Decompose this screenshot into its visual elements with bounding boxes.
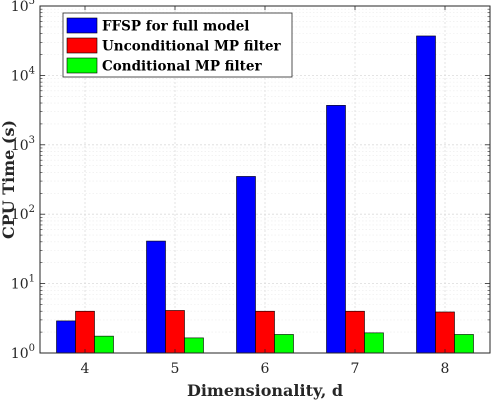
bars xyxy=(56,35,474,354)
y-tick-label: 101 xyxy=(11,274,35,293)
x-axis-label: Dimensionality, d xyxy=(187,381,343,400)
bar-conditional-mp-filter-d8 xyxy=(454,334,474,354)
bar-ffsp-for-full-model-d4 xyxy=(56,320,76,354)
y-tick-label: 102 xyxy=(11,204,35,223)
y-tick-labels: 100 101 102 103 104 105 xyxy=(11,0,35,362)
bar-ffsp-for-full-model-d6 xyxy=(236,176,256,354)
bar-unconditional-mp-filter-d7 xyxy=(345,310,365,354)
bar-ffsp-for-full-model-d5 xyxy=(146,240,166,354)
legend-label: FFSP for full model xyxy=(102,19,249,35)
y-tick-label: 104 xyxy=(11,65,35,84)
y-tick-label: 103 xyxy=(11,135,35,154)
x-tick-label: 5 xyxy=(171,361,180,377)
y-axis-label: CPU Time (s) xyxy=(0,120,18,239)
x-tick-labels: 4 5 6 7 8 xyxy=(81,361,450,377)
x-tick-label: 6 xyxy=(261,361,270,377)
axis-ticks xyxy=(40,5,490,354)
bar-unconditional-mp-filter-d8 xyxy=(435,311,455,354)
legend-label: Unconditional MP filter xyxy=(102,39,282,55)
grid-lines xyxy=(40,5,490,354)
legend-swatch xyxy=(66,37,98,54)
legend-label: Conditional MP filter xyxy=(102,59,262,75)
x-tick-label: 7 xyxy=(351,361,360,377)
legend-swatch xyxy=(66,17,98,34)
bar-conditional-mp-filter-d5 xyxy=(184,337,204,354)
y-tick-label: 105 xyxy=(11,0,35,15)
bar-unconditional-mp-filter-d5 xyxy=(165,310,185,354)
x-tick-label: 4 xyxy=(81,361,90,377)
bar-conditional-mp-filter-d6 xyxy=(274,334,294,354)
bar-ffsp-for-full-model-d7 xyxy=(326,105,346,354)
y-tick-label: 100 xyxy=(11,343,35,362)
x-tick-label: 8 xyxy=(441,361,450,377)
bar-conditional-mp-filter-d7 xyxy=(364,332,384,354)
bar-ffsp-for-full-model-d8 xyxy=(416,35,436,354)
legend: FFSP for full model Unconditional MP filt… xyxy=(62,12,293,78)
legend-swatch xyxy=(66,57,98,74)
bar-conditional-mp-filter-d4 xyxy=(94,335,114,354)
bar-unconditional-mp-filter-d4 xyxy=(75,310,95,354)
legend-box xyxy=(62,12,293,78)
bar-unconditional-mp-filter-d6 xyxy=(255,310,275,354)
